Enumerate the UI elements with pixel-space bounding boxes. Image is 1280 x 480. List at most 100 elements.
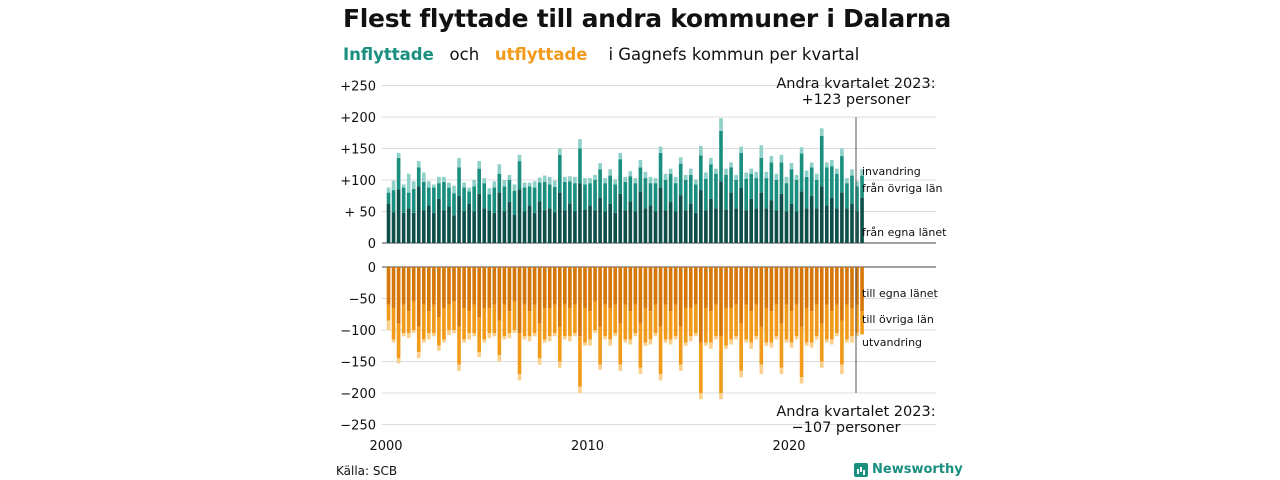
bar-out-egna_lanet [406, 267, 411, 312]
bar-out-utvandring [603, 336, 607, 340]
bar-out-egna_lanet [563, 267, 567, 305]
bar-in-egna_lanet [396, 189, 401, 243]
bar-out-egna_lanet [401, 267, 406, 305]
bar-out-egna_lanet [819, 267, 824, 324]
bar-out-ovriga_lan [568, 307, 572, 337]
source-label: Källa: SCB [336, 464, 398, 478]
bar-in-invandring [643, 171, 648, 179]
bar-out-utvandring [401, 333, 406, 337]
bar-out-utvandring [411, 330, 416, 334]
bar-out-egna_lanet [744, 267, 748, 305]
bar-out-ovriga_lan [396, 323, 401, 359]
bar-in-ovriga_lan [714, 173, 718, 209]
bar-in-ovriga_lan [754, 178, 759, 209]
bar-in-egna_lanet [522, 211, 527, 243]
bar-out-ovriga_lan [482, 307, 487, 340]
bar-in-invandring [814, 173, 819, 180]
bar-out-utvandring [668, 339, 673, 345]
bar-in-egna_lanet [386, 203, 391, 243]
bar-in-invandring [401, 184, 406, 188]
bar-in-egna_lanet [699, 190, 703, 243]
bar-out-utvandring [517, 374, 522, 381]
bar-in-invandring [648, 176, 653, 184]
bar-in-egna_lanet [850, 203, 854, 243]
bar-out-egna_lanet [699, 267, 703, 343]
bar-in-ovriga_lan [734, 180, 738, 209]
bar-out-ovriga_lan [809, 311, 814, 343]
bar-out-ovriga_lan [860, 311, 864, 335]
bar-out-utvandring [386, 320, 391, 330]
bar-out-egna_lanet [583, 267, 587, 308]
bar-in-ovriga_lan [502, 186, 507, 212]
bar-out-ovriga_lan [487, 307, 492, 334]
bar-in-invandring [709, 157, 713, 165]
bar-out-ovriga_lan [492, 304, 497, 334]
bar-out-utvandring [421, 339, 426, 343]
bar-out-egna_lanet [739, 267, 743, 324]
bar-in-invandring [416, 161, 421, 168]
bar-in-egna_lanet [709, 198, 713, 243]
bar-in-invandring [623, 176, 628, 182]
bar-in-egna_lanet [542, 210, 547, 243]
bar-out-ovriga_lan [427, 311, 431, 334]
bar-in-egna_lanet [406, 208, 411, 243]
bar-out-egna_lanet [628, 267, 633, 312]
bar-in-invandring [714, 168, 718, 174]
bar-in-invandring [557, 148, 562, 155]
bar-out-ovriga_lan [693, 304, 698, 334]
bar-in-ovriga_lan [532, 187, 537, 213]
bar-out-egna_lanet [643, 267, 648, 308]
bar-out-utvandring [769, 342, 774, 348]
bar-in-invandring [754, 171, 759, 179]
bar-in-invandring [824, 162, 829, 168]
bar-in-invandring [719, 118, 723, 131]
bar-in-egna_lanet [502, 211, 507, 243]
brand-logo[interactable]: Newsworthy [854, 462, 963, 477]
x-tick: 2010 [571, 439, 604, 454]
bar-out-utvandring [547, 336, 552, 342]
bar-out-utvandring [467, 333, 471, 340]
bar-in-invandring [522, 182, 527, 188]
bar-in-egna_lanet [749, 198, 754, 243]
bar-out-egna_lanet [769, 267, 774, 312]
bar-out-ovriga_lan [608, 307, 612, 340]
bar-in-egna_lanet [814, 208, 819, 243]
bar-out-egna_lanet [537, 267, 542, 324]
bar-in-invandring [855, 181, 859, 187]
bar-in-ovriga_lan [840, 156, 844, 193]
bar-out-ovriga_lan [432, 304, 436, 334]
bar-in-invandring [583, 178, 587, 185]
bar-out-ovriga_lan [497, 320, 502, 356]
bar-out-egna_lanet [658, 267, 663, 327]
bar-in-egna_lanet [608, 203, 612, 243]
bar-in-invandring [819, 128, 824, 136]
bar-out-ovriga_lan [764, 307, 769, 343]
bar-in-invandring [845, 178, 849, 184]
bar-in-invandring [578, 139, 582, 149]
bar-out-ovriga_lan [663, 304, 668, 340]
bar-in-invandring [744, 172, 748, 179]
bar-out-ovriga_lan [603, 304, 607, 337]
bar-out-utvandring [532, 333, 537, 337]
y-tick-top: +100 [340, 174, 376, 189]
bar-out-ovriga_lan [799, 326, 804, 378]
bar-in-invandring [673, 176, 678, 184]
x-tick: 2020 [772, 439, 805, 454]
bar-in-egna_lanet [391, 212, 396, 243]
bar-in-ovriga_lan [729, 167, 733, 193]
bar-out-egna_lanet [467, 267, 471, 312]
bar-in-egna_lanet [840, 192, 844, 243]
bar-out-utvandring [633, 333, 638, 337]
bar-out-ovriga_lan [411, 301, 416, 330]
bar-in-ovriga_lan [653, 183, 658, 212]
bar-out-utvandring [779, 367, 784, 375]
bar-in-invandring [482, 178, 487, 184]
bar-in-egna_lanet [552, 212, 557, 243]
bar-out-egna_lanet [396, 267, 401, 324]
bar-out-utvandring [729, 339, 733, 345]
bar-in-ovriga_lan [401, 187, 406, 213]
bar-in-invandring [739, 146, 743, 153]
bar-out-ovriga_lan [442, 307, 446, 340]
bar-out-ovriga_lan [517, 333, 522, 375]
bar-in-egna_lanet [477, 193, 482, 243]
